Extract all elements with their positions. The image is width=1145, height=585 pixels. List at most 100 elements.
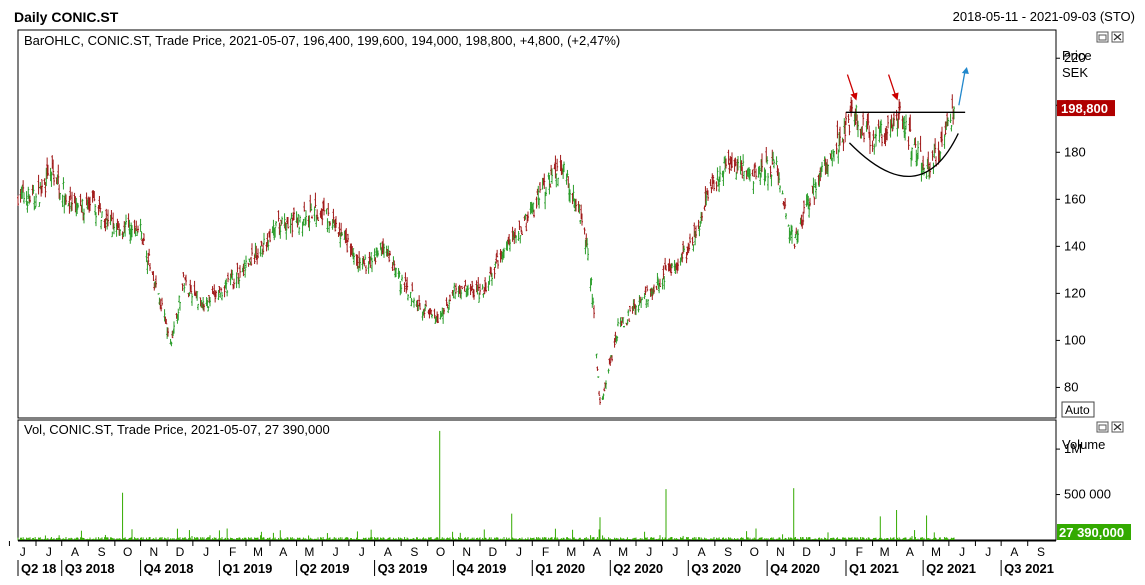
ohlc-bar-40 [65, 194, 67, 205]
volume-restore-icon[interactable] [1096, 421, 1109, 433]
ohlc-bar-264 [334, 218, 337, 232]
ohlc-bar-144 [190, 284, 193, 294]
ohlc-bar-202 [260, 240, 263, 247]
ohlc-bar-99 [136, 230, 139, 236]
ohlc-bar-738 [903, 116, 906, 138]
ohlc-bar-544 [670, 263, 673, 276]
ohlc-bar-488 [603, 387, 606, 392]
ohlc-bar-190 [245, 255, 247, 269]
ohlc-bar-420 [521, 231, 523, 235]
ohlc-bar-739 [904, 127, 907, 141]
ohlc-bar-741 [907, 136, 910, 150]
month-label-14: A [384, 545, 392, 559]
ohlc-bar-410 [509, 239, 511, 252]
ohlc-bar-435 [539, 181, 541, 193]
ohlc-bar-630 [773, 159, 775, 169]
price-tick-label-5: 180 [1064, 144, 1086, 159]
ohlc-bar-479 [592, 297, 595, 305]
ohlc-bar-279 [352, 248, 355, 260]
ohlc-bar-29 [52, 159, 55, 176]
ohlc-bar-334 [418, 295, 421, 307]
ohlc-bar-584 [718, 176, 721, 193]
ohlc-bar-365 [455, 283, 457, 294]
ohlc-bar-490 [605, 380, 607, 390]
ohlc-bar-423 [525, 222, 528, 232]
ohlc-bar-576 [709, 179, 712, 187]
ohlc-bar-639 [784, 197, 787, 208]
ohlc-bar-218 [279, 224, 282, 239]
ohlc-bar-73 [105, 208, 108, 221]
ohlc-bar-768 [939, 151, 942, 161]
ohlc-bar-244 [310, 203, 313, 212]
ohlc-bar-95 [131, 225, 133, 238]
ohlc-bar-291 [367, 261, 370, 274]
ohlc-bar-178 [231, 269, 234, 281]
ohlc-bar-747 [914, 137, 917, 148]
ohlc-bar-647 [794, 233, 797, 239]
ohlc-bar-755 [923, 167, 925, 176]
ohlc-bar-189 [244, 267, 247, 278]
ohlc-bar-521 [643, 292, 646, 300]
price-tick-label-1: 100 [1064, 332, 1086, 347]
ohlc-bar-722 [884, 128, 887, 147]
month-label-26: A [698, 545, 706, 559]
ohlc-bar-60 [89, 196, 91, 212]
ohlc-bar-65 [95, 212, 97, 227]
ohlc-bar-257 [326, 218, 329, 233]
ohlc-bar-495 [611, 355, 613, 362]
ohlc-bar-507 [626, 319, 629, 325]
ohlc-bar-137 [182, 272, 185, 278]
ohlc-bar-524 [646, 285, 649, 292]
ohlc-bar-170 [221, 292, 223, 301]
ohlc-bar-538 [663, 276, 666, 290]
volume-close-icon[interactable] [1111, 421, 1124, 433]
ohlc-bar-627 [770, 174, 773, 187]
ohlc-bar-80 [113, 223, 115, 235]
ohlc-bar-68 [99, 203, 102, 213]
quarter-label-9: Q3 2020 [691, 561, 741, 576]
ohlc-bar-775 [947, 117, 949, 127]
auto-scale-button[interactable]: Auto [1061, 401, 1095, 418]
ohlc-bar-305 [383, 243, 385, 258]
quarter-label-10: Q4 2020 [770, 561, 820, 576]
ohlc-bar-266 [337, 231, 340, 237]
ohlc-bar-0 [17, 195, 19, 206]
ohlc-bar-285 [359, 257, 361, 271]
ohlc-bar-5 [23, 192, 25, 204]
month-label-36: J [959, 545, 965, 559]
ohlc-bar-640 [785, 213, 787, 220]
ohlc-bar-296 [373, 248, 376, 262]
ohlc-bar-205 [263, 232, 265, 245]
ohlc-bar-258 [327, 202, 330, 216]
ohlc-bar-695 [851, 99, 853, 113]
ohlc-bar-761 [931, 150, 934, 161]
ohlc-bar-710 [869, 131, 871, 154]
auto-button-label: Auto [1065, 403, 1090, 417]
ohlc-bar-533 [657, 278, 660, 290]
month-label-12: J [333, 545, 339, 559]
ohlc-bar-537 [662, 265, 665, 280]
ohlc-bar-614 [754, 162, 757, 169]
ohlc-bar-335 [419, 302, 421, 310]
ohlc-bar-470 [581, 213, 583, 226]
ohlc-bar-545 [671, 262, 673, 269]
ohlc-bar-654 [802, 211, 805, 225]
quarter-label-7: Q1 2020 [535, 561, 585, 576]
price-close-icon[interactable] [1111, 31, 1124, 43]
ohlc-bar-725 [887, 115, 889, 129]
ohlc-bar-456 [565, 173, 568, 185]
ohlc-bar-175 [227, 272, 229, 283]
price-legend: BarOHLC, CONIC.ST, Trade Price, 2021-05-… [24, 33, 620, 48]
month-label-18: D [489, 545, 498, 559]
ohlc-bar-330 [413, 297, 415, 308]
month-label-10: A [279, 545, 287, 559]
ohlc-bar-317 [398, 271, 401, 278]
ohlc-bar-675 [827, 164, 829, 177]
ohlc-bar-261 [331, 219, 334, 230]
ohlc-bar-200 [257, 248, 259, 258]
ohlc-bar-313 [393, 260, 396, 271]
price-restore-icon[interactable] [1096, 31, 1109, 43]
ohlc-bar-245 [311, 215, 313, 219]
ohlc-bar-395 [491, 273, 493, 286]
ohlc-bar-130 [173, 321, 175, 334]
